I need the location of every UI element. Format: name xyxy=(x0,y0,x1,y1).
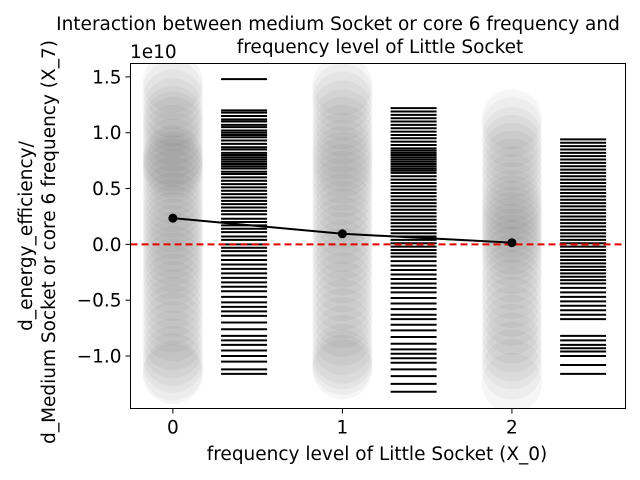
y-tick-label: 1.5 xyxy=(92,67,121,88)
y-tick-label: 0.0 xyxy=(92,235,121,256)
x-tick-label: 1 xyxy=(337,418,349,439)
plot-clipped-group xyxy=(130,78,626,413)
x-tick-label: 2 xyxy=(506,418,518,439)
y-offset-text: 1e10 xyxy=(130,42,177,63)
y-tick-label: −0.5 xyxy=(77,291,122,312)
x-tick-label: 0 xyxy=(167,418,179,439)
y-tick-label: 1.0 xyxy=(92,123,121,144)
scatter-point xyxy=(482,353,542,413)
y-axis-label-line-1: d_energy_efficiency/ xyxy=(16,140,37,331)
x-axis-label: frequency level of Little Socket (X_0) xyxy=(207,444,548,465)
chart-title-line-2: frequency level of Little Socket xyxy=(237,37,524,58)
mean-point xyxy=(168,213,178,223)
chart-title-line-1: Interaction between medium Socket or cor… xyxy=(56,14,620,35)
mean-point xyxy=(507,238,517,248)
axes-frame xyxy=(130,63,626,409)
scatter-point xyxy=(312,339,372,399)
y-tick-label: 0.5 xyxy=(92,179,121,200)
scatter-point xyxy=(143,344,203,404)
y-tick-label: −1.0 xyxy=(77,347,122,368)
y-axis-label: d_energy_efficiency/ d_Medium Socket or … xyxy=(16,40,60,444)
axis-ticks: 0 1 2 1.5 1.0 0.5 0.0 −0.5 −1.0 xyxy=(77,67,518,438)
plot-area xyxy=(130,78,626,413)
mean-point xyxy=(337,229,347,239)
y-axis-label-line-2: d_Medium Socket or core 6 frequency (X_7… xyxy=(39,40,60,444)
